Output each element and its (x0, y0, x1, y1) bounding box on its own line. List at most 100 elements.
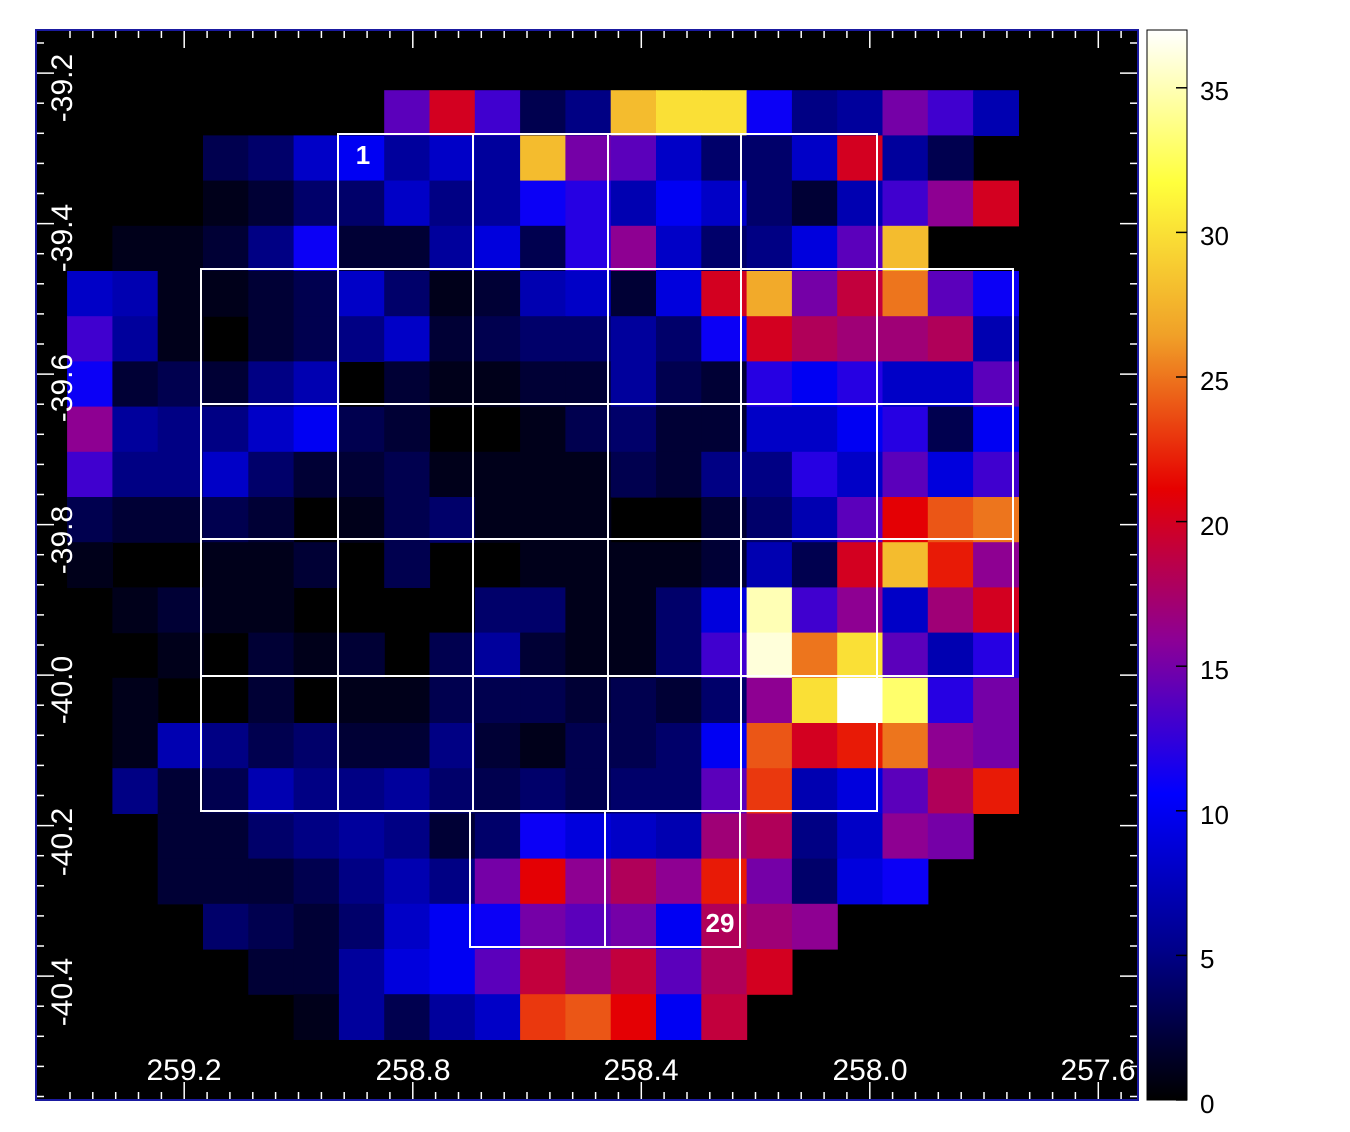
heatmap-cell (384, 858, 431, 905)
heatmap-cell (112, 768, 159, 814)
heatmap-cell (203, 180, 249, 227)
colorbar-tick-label: 15 (1200, 655, 1229, 685)
heatmap-cell (429, 903, 476, 950)
heatmap-cell (157, 587, 204, 634)
heatmap-cell (837, 632, 884, 679)
heatmap-cell (293, 361, 340, 408)
heatmap-cell (157, 858, 204, 905)
heatmap-cell (520, 271, 566, 317)
colorbar-tick-label: 20 (1200, 511, 1229, 541)
heatmap-cell (701, 994, 748, 1040)
heatmap-cell (565, 587, 612, 634)
heatmap-cell (520, 994, 566, 1040)
heatmap-cell (837, 542, 884, 588)
heatmap-cell (474, 271, 521, 317)
heatmap-cell (701, 135, 748, 182)
heatmap-cell (610, 451, 657, 498)
heatmap-cell (157, 813, 204, 860)
heatmap-cell (746, 361, 793, 408)
x-tick-label: 258.0 (832, 1054, 907, 1087)
heatmap-cell (112, 497, 159, 543)
heatmap-cell (701, 949, 748, 995)
region-box (604, 810, 741, 948)
heatmap-cell (882, 271, 929, 317)
heatmap-cell (338, 451, 385, 498)
heatmap-cell (610, 858, 657, 905)
heatmap-cell (837, 316, 884, 362)
heatmap-cell (791, 406, 838, 453)
heatmap-cell (610, 406, 657, 453)
x-tick-label: 258.8 (375, 1054, 450, 1087)
heatmap-cell (520, 768, 566, 814)
heatmap-cell (610, 180, 657, 227)
heatmap-cell (610, 994, 657, 1040)
heatmap-cell (293, 903, 340, 950)
heatmap-cell (791, 542, 838, 588)
heatmap-cell (338, 903, 385, 950)
heatmap-cell (791, 451, 838, 498)
heatmap-cell (746, 903, 793, 950)
heatmap-cell (882, 135, 929, 182)
heatmap-cell (338, 677, 385, 724)
heatmap-cell (157, 497, 204, 543)
heatmap-cell (565, 316, 612, 362)
heatmap-cell (746, 813, 793, 860)
heatmap-cell (338, 632, 385, 679)
heatmap-cell (293, 949, 340, 995)
heatmap-cell (882, 225, 929, 272)
heatmap-cell (203, 225, 249, 272)
heatmap-cell (338, 271, 385, 317)
heatmap-cell (429, 361, 476, 408)
heatmap-cell (882, 858, 929, 905)
heatmap-cell (293, 542, 340, 588)
y-tick-label: -39.2 (46, 54, 79, 122)
heatmap-cell (384, 135, 431, 182)
heatmap-cell (701, 316, 748, 362)
heatmap-cell (973, 723, 1019, 769)
heatmap-cell (248, 271, 295, 317)
heatmap-cell (837, 406, 884, 453)
heatmap-cell (565, 723, 612, 769)
heatmap-cell (927, 180, 974, 227)
heatmap-cell (157, 225, 204, 272)
region-label-29: 29 (706, 908, 735, 938)
heatmap-cell (610, 903, 657, 950)
heatmap-cell (112, 225, 159, 272)
heatmap-cell (746, 180, 793, 227)
heatmap-cell (746, 858, 793, 905)
heatmap-cell (248, 903, 295, 950)
heatmap-cell (384, 813, 431, 860)
heatmap-cell (973, 316, 1019, 362)
heatmap-cell (927, 135, 974, 182)
heatmap-cell (338, 135, 385, 182)
plot-frame (35, 29, 1139, 1101)
heatmap-cell (791, 903, 838, 950)
heatmap-cell (610, 813, 657, 860)
x-tick-label: 259.2 (146, 1054, 221, 1087)
heatmap-cell (293, 813, 340, 860)
heatmap-cell (927, 813, 974, 860)
heatmap-cell (429, 180, 476, 227)
heatmap-cell (837, 361, 884, 408)
heatmap-cell (746, 587, 793, 634)
heatmap-cell (293, 451, 340, 498)
heatmap-cell (656, 587, 702, 634)
heatmap-cell (701, 90, 748, 136)
heatmap-cell (520, 813, 566, 860)
heatmap-cell (837, 723, 884, 769)
heatmap-cell (610, 361, 657, 408)
heatmap-cell (248, 813, 295, 860)
heatmap-cell (112, 723, 159, 769)
heatmap-cell (791, 723, 838, 769)
heatmap-cell (701, 677, 748, 724)
heatmap-cell (157, 361, 204, 408)
heatmap-cell (791, 587, 838, 634)
heatmap-cell (791, 497, 838, 543)
heatmap-cell (520, 858, 566, 905)
heatmap-cell (384, 451, 431, 498)
colorbar-tick-labels: 0 5 10 15 20 25 30 35 (1200, 76, 1229, 1119)
heatmap-cell (882, 406, 929, 453)
heatmap-cell (67, 497, 113, 543)
heatmap-cell (112, 677, 159, 724)
